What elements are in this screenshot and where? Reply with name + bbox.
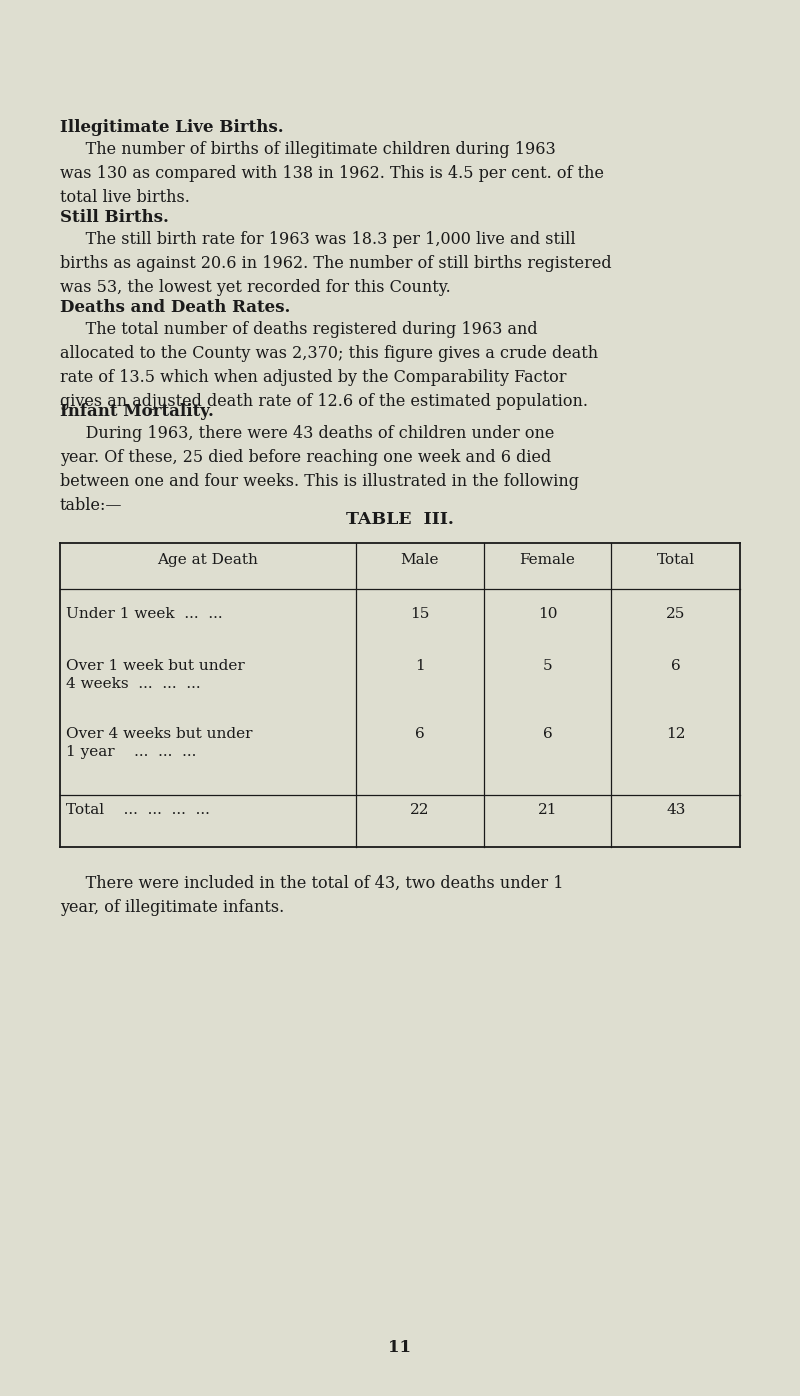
Text: The total number of deaths registered during 1963 and
allocated to the County wa: The total number of deaths registered du… bbox=[60, 321, 598, 410]
Text: Age at Death: Age at Death bbox=[158, 553, 258, 567]
Text: Still Births.: Still Births. bbox=[60, 208, 169, 226]
Text: 6: 6 bbox=[671, 659, 681, 673]
Text: 6: 6 bbox=[542, 727, 553, 741]
Text: 6: 6 bbox=[415, 727, 425, 741]
Text: Male: Male bbox=[401, 553, 439, 567]
Text: 15: 15 bbox=[410, 607, 430, 621]
Text: There were included in the total of 43, two deaths under 1
year, of illegitimate: There were included in the total of 43, … bbox=[60, 875, 563, 916]
Text: Deaths and Death Rates.: Deaths and Death Rates. bbox=[60, 299, 290, 315]
Text: 12: 12 bbox=[666, 727, 686, 741]
Text: Total: Total bbox=[657, 553, 695, 567]
Text: 1: 1 bbox=[415, 659, 425, 673]
Text: 25: 25 bbox=[666, 607, 686, 621]
Text: Infant Mortality.: Infant Mortality. bbox=[60, 402, 214, 420]
Text: Total    ...  ...  ...  ...: Total ... ... ... ... bbox=[66, 803, 210, 817]
Text: Female: Female bbox=[520, 553, 575, 567]
Text: 11: 11 bbox=[389, 1339, 411, 1356]
Text: 5: 5 bbox=[542, 659, 552, 673]
Text: Over 1 week but under
4 weeks  ...  ...  ...: Over 1 week but under 4 weeks ... ... ..… bbox=[66, 659, 245, 691]
Text: TABLE  III.: TABLE III. bbox=[346, 511, 454, 528]
Text: The still birth rate for 1963 was 18.3 per 1,000 live and still
births as agains: The still birth rate for 1963 was 18.3 p… bbox=[60, 230, 612, 296]
Text: 22: 22 bbox=[410, 803, 430, 817]
Text: 21: 21 bbox=[538, 803, 558, 817]
Text: Under 1 week  ...  ...: Under 1 week ... ... bbox=[66, 607, 222, 621]
Text: Illegitimate Live Births.: Illegitimate Live Births. bbox=[60, 119, 284, 135]
Text: 10: 10 bbox=[538, 607, 558, 621]
Text: 43: 43 bbox=[666, 803, 686, 817]
Text: The number of births of illegitimate children during 1963
was 130 as compared wi: The number of births of illegitimate chi… bbox=[60, 141, 604, 207]
Text: During 1963, there were 43 deaths of children under one
year. Of these, 25 died : During 1963, there were 43 deaths of chi… bbox=[60, 424, 579, 514]
Text: Over 4 weeks but under
1 year    ...  ...  ...: Over 4 weeks but under 1 year ... ... ..… bbox=[66, 727, 252, 758]
